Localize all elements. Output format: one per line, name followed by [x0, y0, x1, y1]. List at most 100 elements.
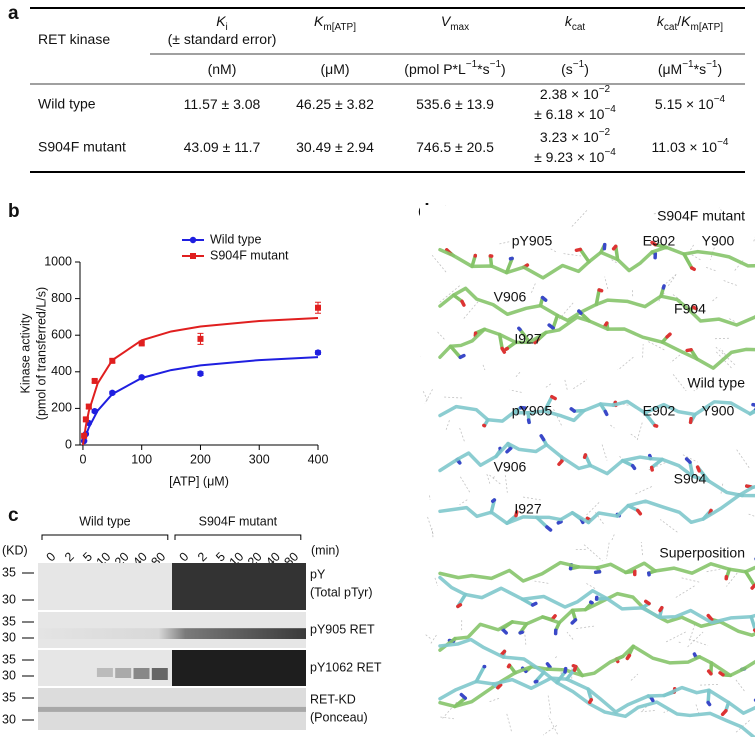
- atom-tip: [691, 305, 698, 311]
- backbone: [438, 591, 755, 652]
- h-bond: [723, 280, 739, 287]
- atom-tip: [539, 434, 546, 442]
- table-cell: 3.23 × 10−2: [540, 127, 611, 145]
- time-unit: (min): [311, 543, 339, 557]
- data-point: [197, 370, 204, 377]
- text-run: 2.38 × 10: [540, 86, 599, 102]
- residue-label: V906: [494, 459, 527, 475]
- h-bond: [542, 725, 558, 736]
- atom-tip: [570, 618, 578, 625]
- h-bond: [422, 391, 429, 402]
- table-cell: 43.09 ± 11.7: [184, 139, 261, 155]
- residue-label: I927: [514, 331, 541, 347]
- table-cell: 2.38 × 10−2: [540, 84, 611, 102]
- h-bond: [586, 502, 600, 516]
- atom-tip: [545, 662, 552, 669]
- structure-title: Superposition: [659, 545, 745, 561]
- atom-tip: [685, 348, 693, 353]
- atom-tip: [650, 240, 658, 247]
- atom-tip: [750, 583, 755, 590]
- residue-label: S904: [674, 471, 707, 487]
- text-run: 746.5 ± 20.5: [416, 139, 494, 155]
- atom-tip: [745, 484, 753, 489]
- atom-tip: [556, 519, 563, 525]
- time-label: 5: [213, 550, 228, 565]
- h-bond: [552, 408, 562, 426]
- h-bond: [420, 356, 421, 357]
- backbone: [438, 245, 755, 280]
- subscript: m[ATP]: [690, 22, 723, 33]
- h-bond: [576, 625, 596, 629]
- text-run: ): [501, 61, 506, 77]
- h-bond: [704, 266, 716, 272]
- legend-marker: [190, 253, 196, 259]
- mw-marker: 30: [2, 668, 16, 682]
- atom-tip: [649, 696, 655, 703]
- h-bond: [713, 337, 730, 340]
- text-run: 535.6 ± 13.9: [416, 96, 494, 112]
- atom-tip: [456, 603, 463, 609]
- h-bond: [698, 683, 719, 686]
- h-bond: [550, 248, 557, 253]
- data-point: [138, 340, 145, 347]
- time-label: 5: [80, 550, 95, 565]
- h-bond: [638, 710, 655, 713]
- text-run: ): [717, 61, 722, 77]
- y-tick-label: 800: [51, 291, 72, 305]
- atom-tip: [718, 671, 725, 677]
- y-tick-label: 600: [51, 327, 72, 341]
- text-run: 46.25 ± 3.82: [296, 96, 374, 112]
- atom-tip: [496, 683, 503, 690]
- side-chain: [643, 411, 657, 428]
- atom-tip: [603, 321, 609, 328]
- atom-tip: [720, 709, 728, 717]
- h-bond: [431, 528, 434, 538]
- y-tick-label: 400: [51, 364, 72, 378]
- h-bond: [729, 318, 736, 323]
- h-bond: [444, 396, 463, 399]
- subscript: m[ATP]: [323, 22, 356, 33]
- blot-dark: [172, 563, 306, 610]
- h-bond: [648, 461, 668, 471]
- column-unit: (nM): [208, 61, 237, 77]
- residue-label: E902: [643, 233, 676, 249]
- backbone: [438, 676, 755, 715]
- x-axis-label: [ATP] (μM): [169, 474, 229, 488]
- backbone: [438, 315, 755, 370]
- residue-label: V906: [494, 289, 527, 305]
- h-bond: [610, 424, 615, 429]
- side-chain: [743, 569, 755, 588]
- text-run: /: [677, 13, 681, 29]
- mw-marker: 30: [2, 712, 16, 726]
- text-run: 3.23 × 10: [540, 129, 599, 145]
- atom-tip: [460, 299, 466, 307]
- column-unit: (μM): [320, 61, 349, 77]
- atom-tip: [665, 332, 672, 339]
- atom-tip: [517, 326, 522, 332]
- x-tick-label: 300: [249, 452, 270, 466]
- side-chain: [518, 327, 532, 344]
- text-run: (s: [561, 61, 573, 77]
- h-bond: [486, 473, 491, 485]
- atom-tip: [545, 525, 553, 532]
- atom-tip: [550, 394, 557, 401]
- panel-label: b: [8, 201, 20, 222]
- h-bond: [430, 634, 437, 645]
- supscript: −2: [599, 127, 611, 138]
- atom-tip: [505, 446, 513, 454]
- supscript: −1: [682, 59, 694, 70]
- atom-tip: [690, 266, 696, 272]
- mw-marker: 35: [2, 565, 16, 579]
- h-bond: [545, 383, 552, 388]
- supscript: −4: [714, 94, 726, 105]
- text-run: *s: [477, 61, 489, 77]
- h-bond: [636, 421, 643, 441]
- h-bond: [682, 454, 698, 463]
- atom-tip: [540, 295, 548, 302]
- h-bond: [506, 713, 512, 732]
- supscript: −1: [706, 59, 718, 70]
- strip-label: (Total pTyr): [310, 585, 373, 599]
- h-bond: [459, 427, 466, 444]
- strip-label: pY905 RET: [310, 622, 375, 636]
